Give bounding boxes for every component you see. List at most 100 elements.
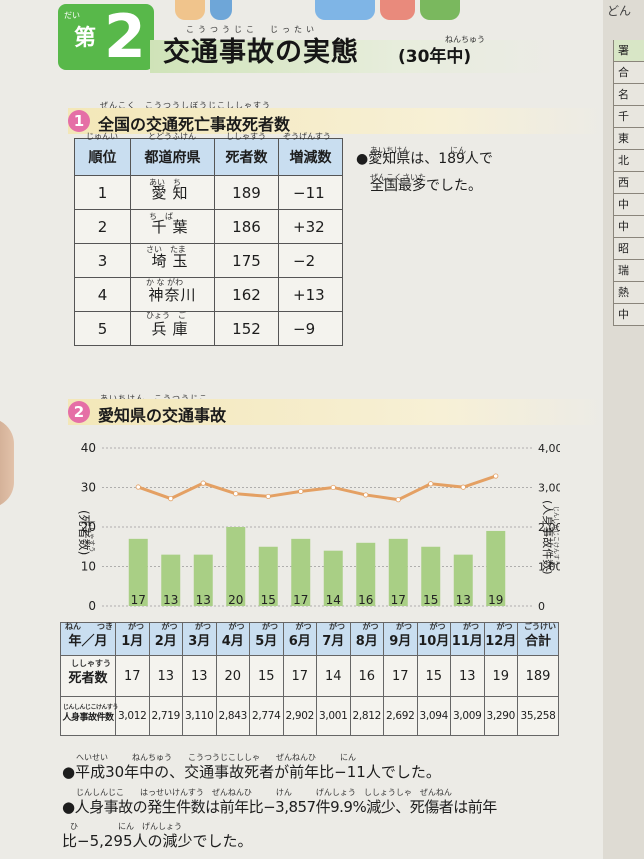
y-tick-label: 10 — [81, 560, 96, 574]
badge-number: 2 — [104, 2, 146, 72]
edge-cell: 熱 — [613, 282, 644, 304]
bar-label: 17 — [391, 593, 406, 607]
bar-label: 13 — [456, 593, 471, 607]
edge-table: 署合名千東北西中中昭瑞熱中 — [613, 40, 644, 326]
edge-cell: 署 — [613, 40, 644, 62]
deaths-value-cell: 19 — [483, 655, 518, 697]
month-header-cell: がつ 11月 — [450, 621, 485, 656]
bar — [291, 538, 311, 606]
accidents-row-label: 人身事故件数 — [62, 712, 114, 723]
prefecture-cell: 埼玉 — [130, 243, 215, 278]
accidents-total-cell: 35,258 — [517, 696, 559, 736]
y2-axis-ruby: じんしんじこけんすう — [552, 506, 559, 566]
deaths-value-cell: 17 — [115, 655, 150, 697]
badge-dai: 第 — [74, 26, 97, 51]
y2-tick-label: 2,000 — [538, 521, 560, 534]
line-point — [200, 480, 206, 486]
deaths-value-cell: 13 — [450, 655, 485, 697]
line-point — [395, 497, 401, 503]
month-header-cell: がつ 12月 — [483, 621, 518, 656]
bar-label: 15 — [261, 593, 276, 607]
edge-cell: 瑞 — [613, 260, 644, 282]
deaths-value-cell: 13 — [148, 655, 183, 697]
bar-label: 13 — [163, 593, 178, 607]
page-title: 交通事故の実態 — [163, 37, 359, 68]
y2-tick-label: 1,000 — [538, 561, 560, 574]
change-cell: −9 — [278, 311, 343, 346]
month-label: 7月 — [322, 633, 345, 649]
section2-title: 愛知県の交通事故 — [98, 406, 227, 425]
month-header-cell: がつ 10月 — [416, 622, 451, 656]
section2-heading: 2 愛知県の交通事故 — [68, 399, 603, 425]
accidents-value-cell: 3,110 — [182, 696, 217, 736]
adjacent-page-edge: どん 署合名千東北西中中昭瑞熱中 — [603, 0, 644, 859]
prefecture-cell: 千葉 — [130, 209, 215, 244]
y-axis-label: (死者数) — [77, 510, 92, 555]
accidents-row-ruby: じんしんじこけんすう — [63, 703, 118, 711]
accidents-value-cell: 2,774 — [249, 696, 284, 736]
month-label: 6月 — [288, 633, 311, 649]
month-header-cell: がつ 2月 — [148, 622, 183, 656]
page-subtitle: (30年中) — [398, 47, 472, 67]
month-ruby: がつ — [329, 621, 345, 631]
edge-cell: 北 — [613, 150, 644, 172]
bar — [486, 530, 506, 606]
y2-tick-label: 3,000 — [538, 482, 560, 495]
month-label: 9月 — [389, 633, 412, 649]
month-header-cell: がつ 7月 — [316, 621, 351, 656]
month-label: 11月 — [451, 633, 483, 649]
bar-label: 16 — [358, 593, 373, 607]
title-ruby: こうつうじこ じったい — [186, 25, 318, 34]
month-header-cell: がつ 9月 — [383, 621, 418, 656]
ruby-prefecture: とどうふけん — [148, 132, 196, 141]
rank-cell: 2 — [74, 209, 131, 244]
section2-number: 2 — [68, 401, 90, 423]
deaths-value-cell: 16 — [349, 655, 384, 697]
deaths-value-cell: 17 — [282, 655, 317, 697]
accident-line — [137, 474, 497, 502]
deaths-value-cell: 13 — [182, 655, 217, 697]
ruby-pref: あい ち — [149, 178, 181, 187]
header-change: 増減数 — [278, 138, 343, 176]
y-tick-label: 20 — [81, 520, 96, 534]
line-point — [460, 484, 466, 490]
table-row: 1 愛知 189 −11 — [74, 175, 343, 210]
edge-cell: 千 — [613, 106, 644, 128]
note1-line2-ruby: ぜんこくさいた — [370, 173, 426, 182]
y2-tick-label: 4,000 — [538, 442, 560, 455]
bar — [453, 554, 473, 606]
y-axis-ruby: ししゃすう — [88, 520, 96, 553]
change-cell: −2 — [278, 243, 343, 278]
title-sub-ruby: ねんちゅう — [445, 35, 485, 44]
deaths-cell: 189 — [214, 175, 279, 210]
month-ruby: がつ — [463, 621, 479, 631]
month-ruby: がつ — [496, 621, 513, 631]
note2-line3-ruby: ひ にん げんしょう — [70, 822, 182, 831]
month-header-cell: がつ 3月 — [182, 622, 217, 656]
total-label: 合計 — [524, 633, 551, 649]
deaths-row-label: 死者数 — [68, 670, 108, 686]
accidents-row: じんしんじこけんすう 人身事故件数 3,012 2,719 3,110 2,843 2,… — [60, 696, 559, 736]
header-prefecture: 都道府県 — [130, 138, 215, 176]
total-header-cell: ごうけい 合計 — [517, 622, 559, 656]
ruby-pref: か な がわ — [146, 278, 184, 287]
header-deaths: 死者数 — [214, 138, 279, 176]
section2-ruby: あいちけん こうつうじこ — [100, 393, 208, 404]
accidents-value-cell: 2,843 — [215, 696, 250, 736]
bar — [356, 542, 376, 606]
month-label: 12月 — [485, 633, 517, 649]
chapter-badge: だい 第 2 — [58, 2, 154, 72]
deaths-cell: 162 — [214, 277, 279, 312]
note-aichi: あいちけん にん ●愛知県は、189人で ぜんこくさいた 全国最多でした。 — [356, 146, 493, 200]
table-row: 5 兵庫 152 −9 — [74, 311, 343, 346]
rank-cell: 5 — [74, 311, 131, 346]
bar-label: 17 — [131, 593, 146, 607]
deaths-total-cell: 189 — [517, 655, 559, 697]
monthly-accident-chart: 40 30 20 10 0 4,000 3,000 2,000 1,000 0 17 13 13 20 15… — [77, 441, 560, 613]
month-ruby: がつ — [396, 621, 412, 631]
edge-cell: 中 — [613, 216, 644, 238]
line-point — [265, 493, 271, 500]
bar — [226, 527, 246, 606]
accidents-value-cell: 3,012 — [115, 696, 150, 736]
change-cell: +13 — [278, 277, 343, 312]
